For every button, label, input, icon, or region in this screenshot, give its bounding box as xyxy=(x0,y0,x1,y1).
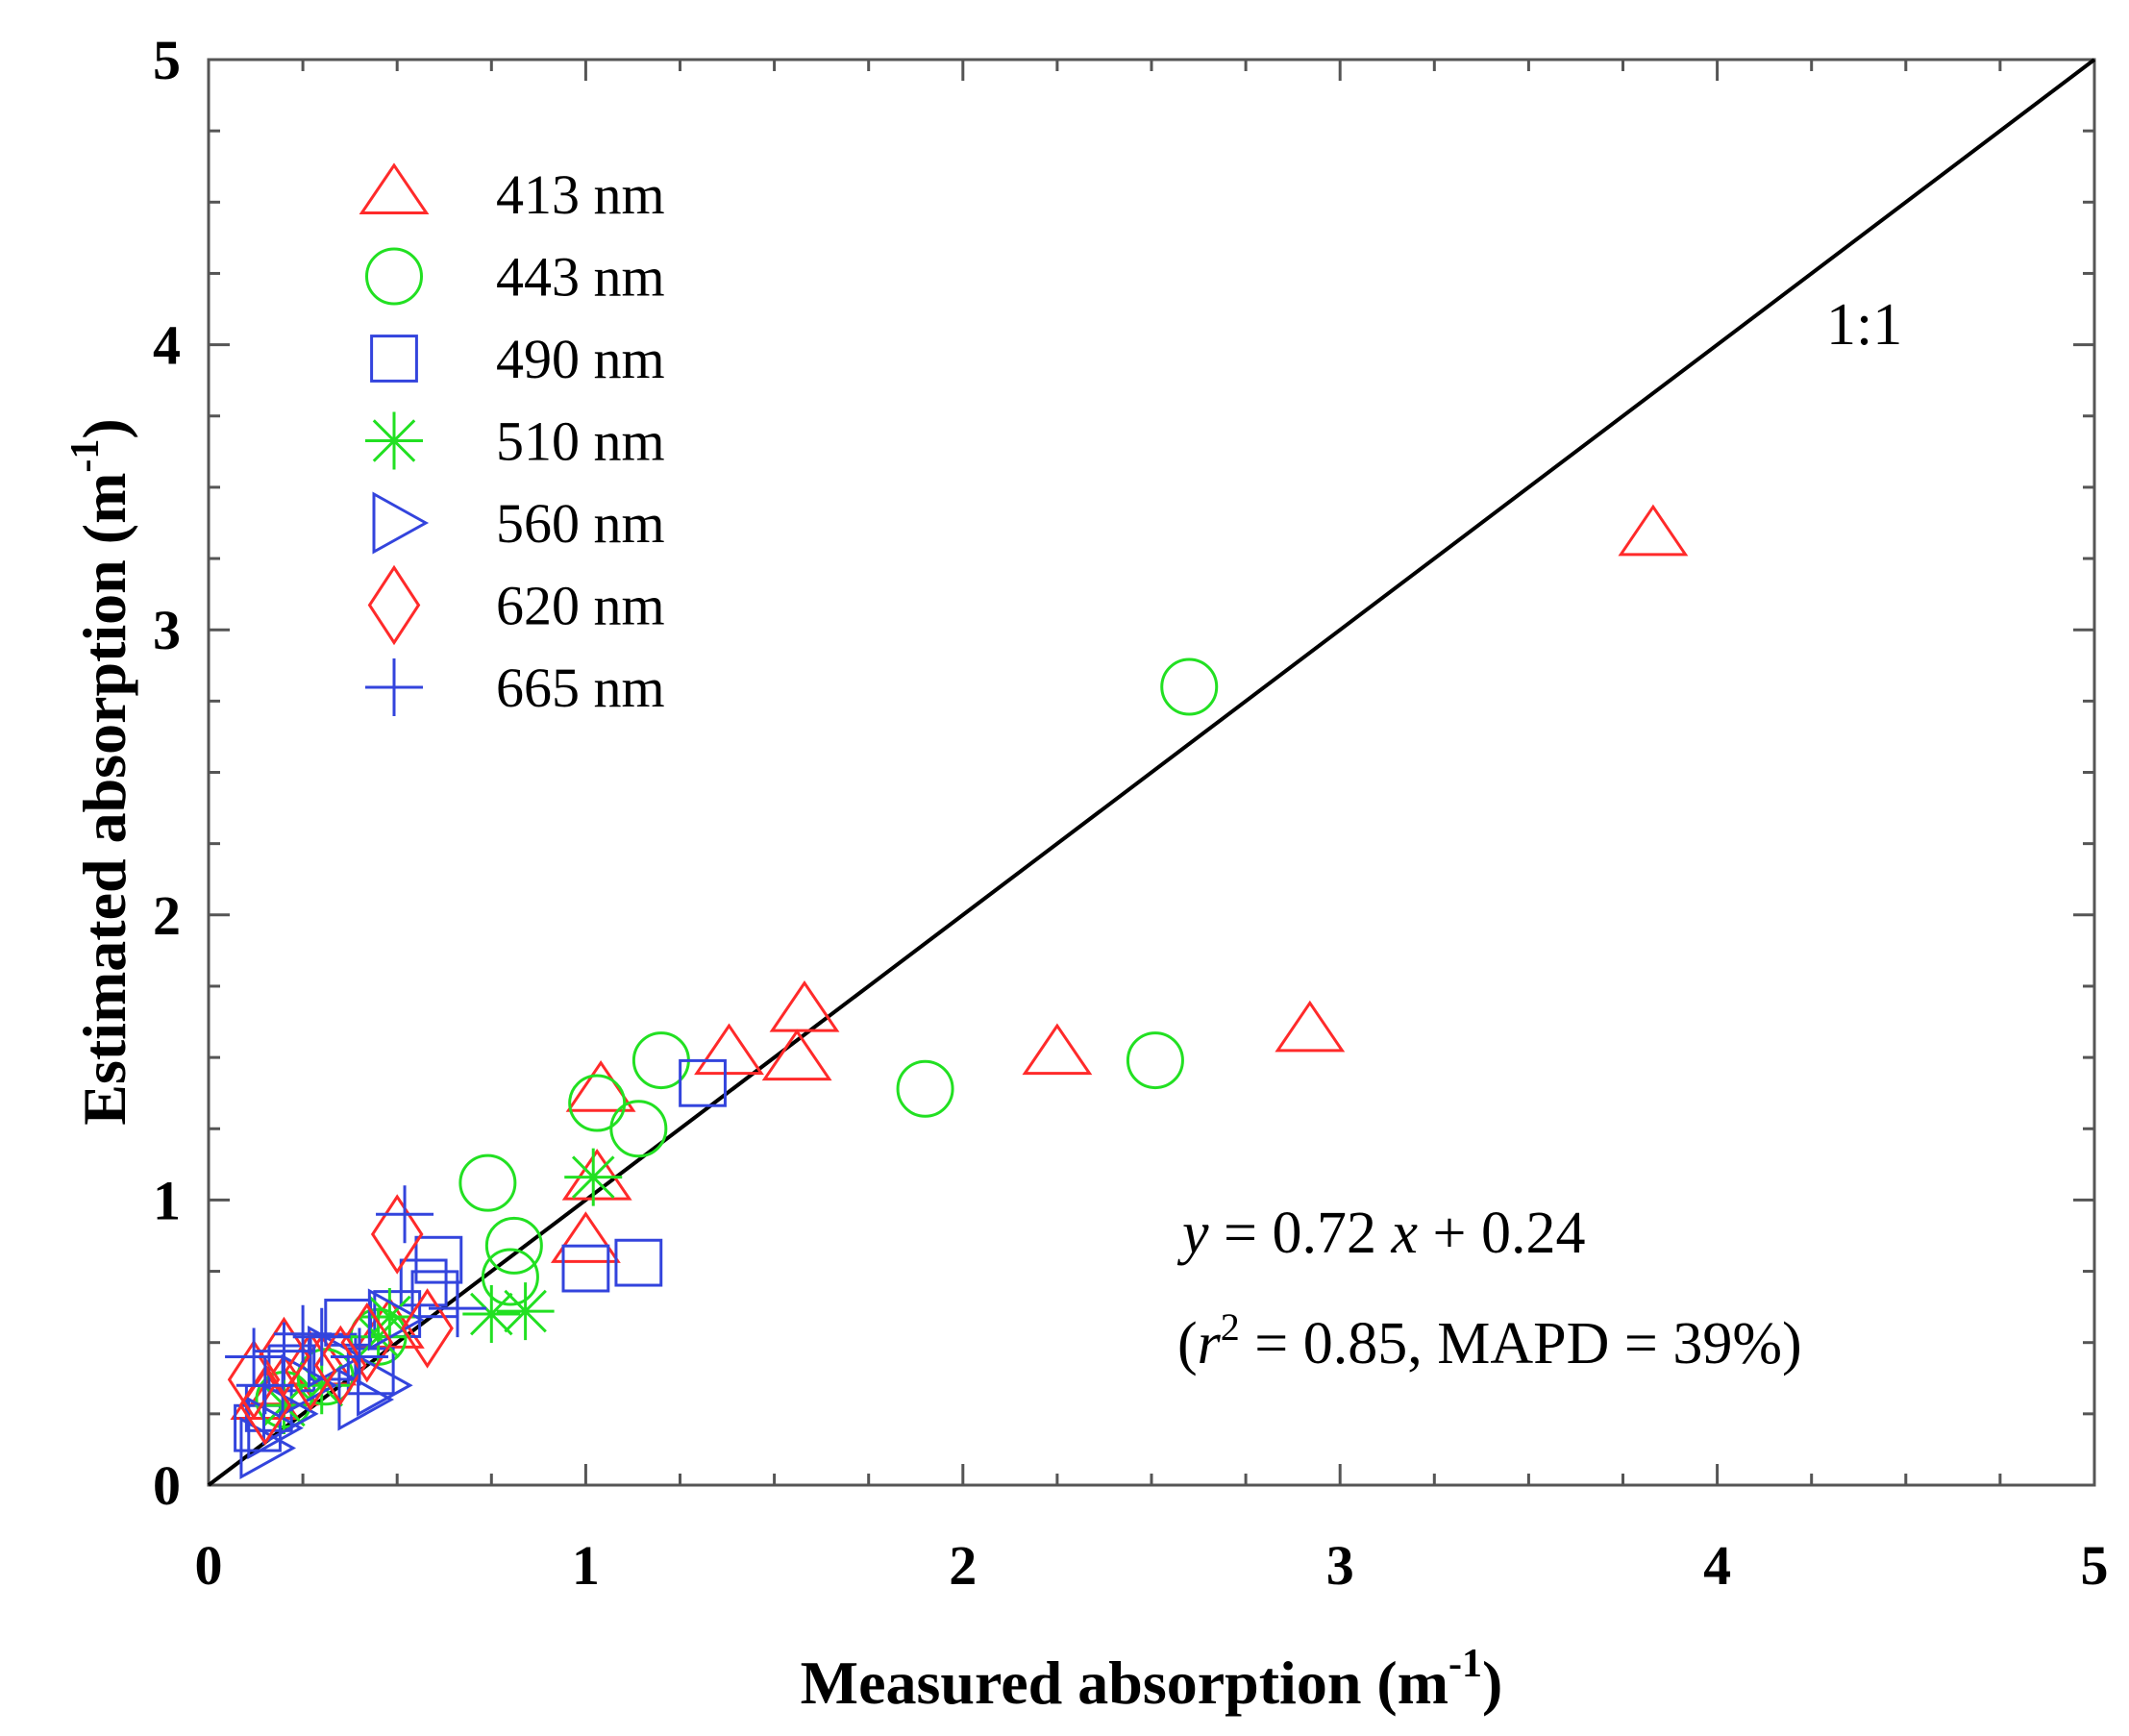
data-point xyxy=(330,1327,388,1386)
y-axis-title: Estimated absorption (m-1) xyxy=(63,418,138,1125)
data-point xyxy=(481,1248,539,1306)
y-tick-label: 0 xyxy=(153,1454,181,1517)
series-620-nm xyxy=(227,1194,454,1446)
data-point xyxy=(235,1356,294,1415)
data-point xyxy=(376,1185,434,1244)
legend-marker xyxy=(365,247,423,306)
data-point xyxy=(225,1327,284,1386)
data-point xyxy=(247,1397,304,1460)
legend-item: 665 nm xyxy=(365,657,665,719)
data-point xyxy=(496,1282,555,1341)
x-tick-label: 3 xyxy=(1326,1534,1354,1597)
legend: 413 nm 443 nm 490 nm 510 nm 560 nm 620 nm 665 … xyxy=(359,162,665,719)
data-point xyxy=(609,1100,668,1158)
data-point xyxy=(561,1244,610,1293)
legend-label: 490 nm xyxy=(496,328,665,390)
data-point xyxy=(399,1258,448,1307)
data-point xyxy=(227,1339,281,1420)
data-point xyxy=(284,1330,337,1412)
data-point xyxy=(896,1059,954,1118)
data-point xyxy=(679,1058,727,1107)
data-point xyxy=(349,1307,408,1366)
legend-label: 560 nm xyxy=(496,492,665,555)
data-point xyxy=(314,1325,367,1406)
data-point xyxy=(458,1153,517,1212)
data-point xyxy=(255,1322,313,1380)
legend-label: 443 nm xyxy=(496,246,665,309)
data-point xyxy=(428,1279,486,1338)
legend-item: 443 nm xyxy=(365,246,665,309)
y-tick-label: 2 xyxy=(153,884,181,947)
data-point xyxy=(340,1302,394,1383)
legend-marker xyxy=(367,564,421,646)
data-point xyxy=(694,1023,764,1076)
data-point xyxy=(568,1074,627,1132)
legend-label: 620 nm xyxy=(496,575,665,637)
legend-label: 510 nm xyxy=(496,410,665,473)
x-axis-title: Measured absorption (m-1) xyxy=(801,1642,1503,1717)
legend-marker xyxy=(372,491,430,555)
legend-item: 490 nm xyxy=(370,328,665,390)
legend-item: 560 nm xyxy=(372,491,665,555)
fit-equation: y = 0.72 x + 0.24 xyxy=(1176,1201,1586,1266)
fit-stats: (r2 = 0.85, MAPD = 39%) xyxy=(1177,1305,1802,1376)
data-point xyxy=(238,1365,292,1446)
data-point xyxy=(769,980,840,1032)
series-490-nm xyxy=(234,1058,727,1452)
legend-item: 413 nm xyxy=(359,162,665,226)
data-point xyxy=(761,1029,832,1081)
series-665-nm xyxy=(225,1185,486,1415)
data-point xyxy=(564,1148,623,1206)
data-point xyxy=(614,1238,663,1287)
y-tick-label: 1 xyxy=(153,1169,181,1231)
data-point xyxy=(462,1285,521,1344)
x-tick-label: 0 xyxy=(195,1534,223,1597)
data-point xyxy=(370,1194,424,1275)
data-point xyxy=(239,1416,297,1479)
y-tick-label: 5 xyxy=(153,29,181,91)
series-443-nm xyxy=(255,657,1219,1429)
data-point xyxy=(561,1148,632,1201)
data-points xyxy=(225,504,1689,1479)
data-point xyxy=(1275,1000,1346,1053)
data-point xyxy=(401,1288,454,1369)
x-tick-label: 5 xyxy=(2081,1534,2109,1597)
data-point xyxy=(1160,657,1219,716)
data-point xyxy=(360,1288,419,1347)
y-tick-label: 3 xyxy=(153,599,181,661)
data-point xyxy=(565,1060,636,1112)
legend-marker xyxy=(359,162,430,214)
data-point xyxy=(367,1288,425,1352)
data-point xyxy=(292,1356,351,1415)
x-tick-label: 1 xyxy=(572,1534,600,1597)
legend-marker xyxy=(365,411,423,470)
legend-marker xyxy=(370,335,418,383)
tick-labels: 0 1 2 3 4 5 0 1 2 3 4 5 xyxy=(153,29,2109,1597)
x-tick-label: 4 xyxy=(1703,1534,1731,1597)
data-point xyxy=(1126,1031,1184,1090)
legend-item: 510 nm xyxy=(365,410,665,473)
data-point xyxy=(550,1211,621,1263)
one-to-one-label: 1:1 xyxy=(1826,292,1902,358)
one-to-one-line xyxy=(207,58,2096,1487)
data-point xyxy=(484,1216,543,1275)
y-tick-label: 4 xyxy=(153,314,181,377)
data-point xyxy=(1022,1023,1093,1076)
data-point xyxy=(1618,504,1689,557)
legend-label: 665 nm xyxy=(496,657,665,719)
legend-item: 620 nm xyxy=(367,564,665,646)
legend-label: 413 nm xyxy=(496,163,665,226)
axis-ticks xyxy=(207,58,2096,1487)
x-tick-label: 2 xyxy=(949,1534,977,1597)
legend-marker xyxy=(365,658,423,716)
